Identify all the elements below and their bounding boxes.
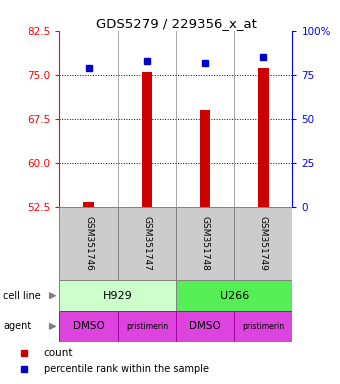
Bar [118, 207, 176, 280]
Text: GSM351746: GSM351746 [84, 217, 93, 271]
Text: GSM351748: GSM351748 [201, 217, 209, 271]
Text: DMSO: DMSO [73, 321, 104, 331]
Bar [176, 280, 292, 311]
Text: H929: H929 [103, 291, 133, 301]
Text: U266: U266 [220, 291, 249, 301]
Bar [234, 311, 292, 342]
Bar [118, 311, 176, 342]
Bar [59, 311, 118, 342]
Text: GSM351747: GSM351747 [142, 217, 151, 271]
Text: GSM351749: GSM351749 [259, 217, 268, 271]
Bar [200, 110, 210, 207]
Text: agent: agent [3, 321, 32, 331]
Bar [176, 311, 234, 342]
Text: count: count [44, 348, 73, 358]
Text: pristimerin: pristimerin [242, 322, 284, 331]
Text: DMSO: DMSO [189, 321, 221, 331]
Text: pristimerin: pristimerin [126, 322, 168, 331]
Title: GDS5279 / 229356_x_at: GDS5279 / 229356_x_at [96, 17, 256, 30]
Bar [83, 202, 94, 207]
Bar [59, 280, 176, 311]
Bar [234, 207, 292, 280]
Text: cell line: cell line [3, 291, 41, 301]
Text: percentile rank within the sample: percentile rank within the sample [44, 364, 209, 374]
Bar [176, 207, 234, 280]
Bar [141, 72, 152, 207]
Bar [258, 68, 269, 207]
Bar [59, 207, 118, 280]
